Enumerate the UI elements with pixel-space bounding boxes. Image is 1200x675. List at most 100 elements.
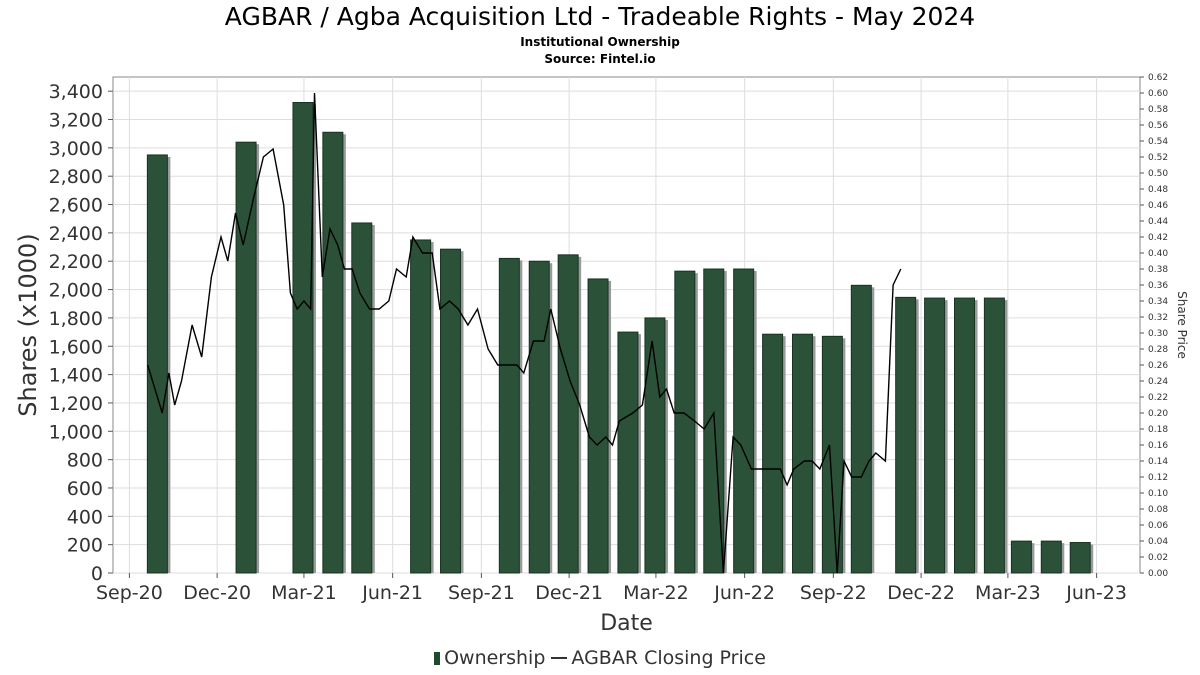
y-tick-label: 3,000 (49, 138, 103, 160)
y2-tick-label: 0.20 (1148, 409, 1168, 419)
y2-tick-label: 0.02 (1148, 553, 1168, 563)
ownership-bar (821, 335, 843, 574)
ownership-bar (440, 248, 462, 574)
ownership-bar (322, 131, 344, 574)
y2-tick-label: 0.48 (1148, 185, 1168, 195)
y2-tick-label: 0.54 (1148, 137, 1168, 147)
y-tick-label: 2,000 (49, 280, 103, 302)
ownership-legend-swatch (434, 652, 441, 665)
y-tick-label: 600 (67, 478, 103, 500)
legend-price-label: AGBAR Closing Price (571, 647, 766, 669)
y2-tick-label: 0.40 (1148, 249, 1168, 259)
y-tick-label: 0 (91, 563, 103, 585)
ownership-bar (235, 141, 257, 574)
y2-tick-label: 0.60 (1148, 89, 1168, 99)
ownership-bar (850, 284, 872, 574)
y2-tick-label: 0.00 (1148, 569, 1168, 579)
ownership-bar (528, 260, 550, 574)
x-tick-label: Jun-22 (713, 582, 775, 604)
y2-tick-label: 0.24 (1148, 377, 1168, 387)
y-tick-label: 2,600 (49, 195, 103, 217)
y-tick-label: 1,000 (49, 421, 103, 443)
y2-tick-label: 0.08 (1148, 505, 1168, 515)
x-tick-label: Sep-22 (800, 582, 867, 604)
ownership-bar (733, 268, 755, 574)
chart-subtitle: Institutional Ownership (520, 35, 680, 49)
y2-tick-label: 0.36 (1148, 281, 1168, 291)
y2-tick-label: 0.56 (1148, 121, 1168, 131)
x-tick-label: Dec-21 (535, 582, 603, 604)
x-tick-label: Jun-23 (1065, 582, 1127, 604)
y-tick-label: 1,800 (49, 308, 103, 330)
y-tick-label: 2,200 (49, 251, 103, 273)
y2-tick-label: 0.04 (1148, 537, 1168, 547)
ownership-bar (292, 102, 314, 574)
y-tick-label: 2,400 (49, 223, 103, 245)
y-tick-label: 1,200 (49, 393, 103, 415)
ownership-bar (146, 154, 168, 574)
y2-tick-label: 0.14 (1148, 457, 1168, 467)
y2-tick-label: 0.16 (1148, 441, 1168, 451)
ownership-bar (644, 317, 666, 574)
y2-tick-label: 0.10 (1148, 489, 1168, 499)
y2-tick-label: 0.18 (1148, 425, 1168, 435)
ownership-bar (498, 257, 520, 574)
y-axis-title: Shares (x1000) (14, 233, 42, 416)
y2-tick-label: 0.62 (1148, 73, 1168, 83)
y2-tick-label: 0.44 (1148, 217, 1168, 227)
y2-tick-label: 0.50 (1148, 169, 1168, 179)
chart-title: AGBAR / Agba Acquisition Ltd - Tradeable… (224, 2, 976, 31)
ownership-bar (410, 239, 432, 574)
y-tick-label: 1,400 (49, 365, 103, 387)
ownership-bar (1010, 540, 1032, 574)
y2-tick-label: 0.28 (1148, 345, 1168, 355)
ownership-bar (924, 297, 946, 574)
legend-ownership-label: Ownership (444, 647, 546, 669)
ownership-bar (557, 254, 579, 574)
y2-tick-label: 0.52 (1148, 153, 1168, 163)
price-legend-swatch (551, 657, 568, 659)
x-tick-label: Sep-21 (448, 582, 515, 604)
chart-source: Source: Fintel.io (544, 52, 656, 66)
ownership-bar (791, 333, 813, 574)
y2-tick-label: 0.22 (1148, 393, 1168, 403)
y2-tick-label: 0.38 (1148, 265, 1168, 275)
y-tick-label: 200 (67, 535, 103, 557)
y2-tick-label: 0.42 (1148, 233, 1168, 243)
y-tick-label: 800 (67, 450, 103, 472)
y2-tick-label: 0.34 (1148, 297, 1168, 307)
ownership-bar (953, 297, 975, 574)
y-tick-label: 3,200 (49, 110, 103, 132)
y2-tick-label: 0.32 (1148, 313, 1168, 323)
y-tick-label: 2,800 (49, 166, 103, 188)
y-tick-label: 3,400 (49, 81, 103, 103)
y-tick-label: 1,600 (49, 336, 103, 358)
y2-tick-label: 0.06 (1148, 521, 1168, 531)
ownership-bar (895, 296, 917, 574)
chart-legend: Ownership AGBAR Closing Price (0, 647, 1200, 669)
y2-axis-title: Share Price (1175, 291, 1189, 359)
ownership-bar (1040, 540, 1062, 574)
x-tick-label: Dec-22 (887, 582, 955, 604)
x-axis-title: Date (600, 611, 653, 636)
y2-tick-label: 0.12 (1148, 473, 1168, 483)
y-tick-label: 400 (67, 506, 103, 528)
ownership-bar (1069, 542, 1091, 574)
x-tick-label: Mar-23 (975, 582, 1041, 604)
ownership-chart: 0 200 400 600 800 1,000 1,200 1,400 1,600 1,800 2,… (14, 73, 1189, 636)
ownership-bar (674, 270, 696, 574)
x-tick-label: Mar-21 (271, 582, 337, 604)
x-tick-label: Sep-20 (96, 582, 163, 604)
y2-tick-label: 0.46 (1148, 201, 1168, 211)
ownership-bar (617, 331, 639, 574)
y2-tick-label: 0.58 (1148, 105, 1168, 115)
price-line (147, 92, 902, 574)
ownership-bar (587, 278, 609, 574)
x-tick-label: Jun-21 (361, 582, 423, 604)
ownership-bar (762, 333, 784, 574)
y2-tick-label: 0.26 (1148, 361, 1168, 371)
x-tick-label: Dec-20 (183, 582, 251, 604)
x-tick-label: Mar-22 (623, 582, 689, 604)
ownership-bar (983, 297, 1005, 574)
ownership-bar (351, 222, 373, 574)
